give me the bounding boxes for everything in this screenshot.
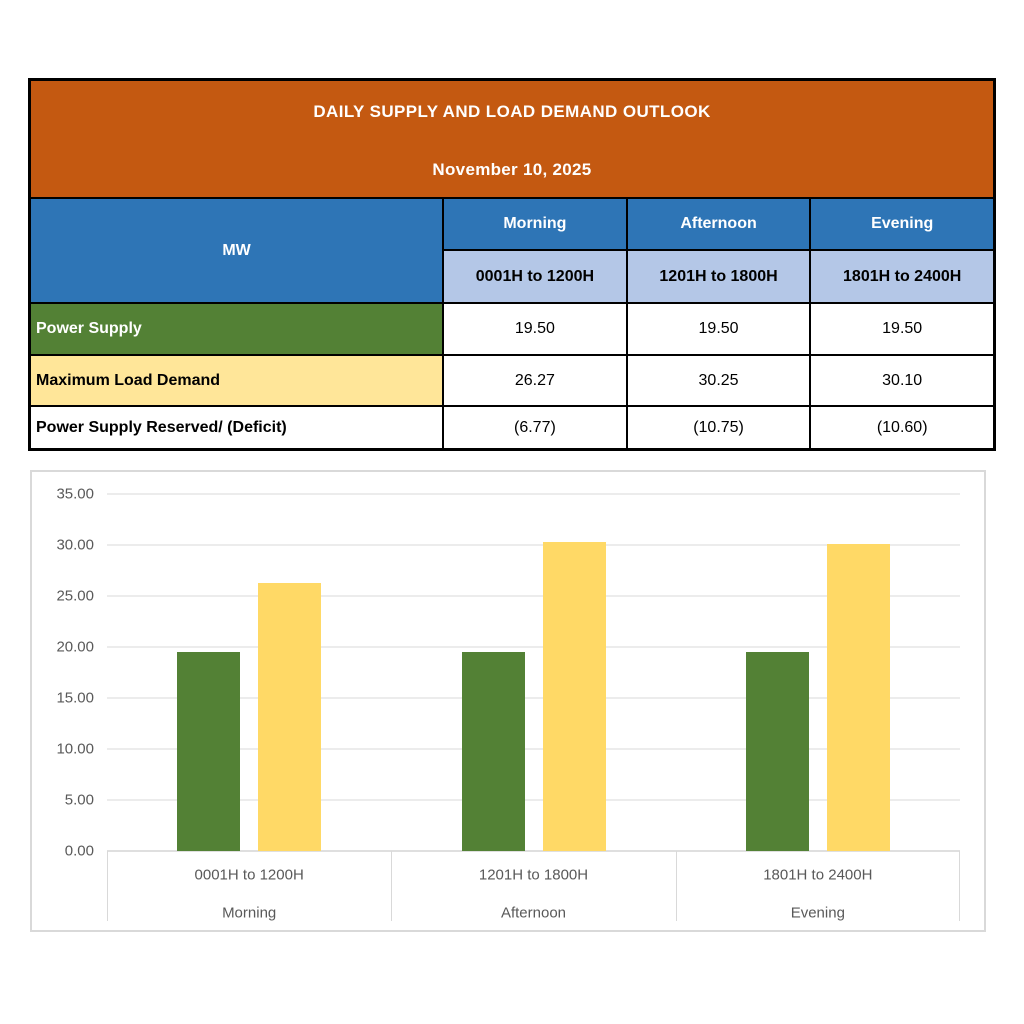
period-hours-afternoon: 1201H to 1800H: [627, 251, 810, 302]
unit-header-cell: MW: [31, 199, 443, 302]
y-tick-label: 0.00: [64, 842, 94, 860]
row-label-power-supply: Power Supply: [31, 304, 443, 354]
value-demand-morning: 26.27: [444, 356, 626, 405]
value-supply-afternoon: 19.50: [627, 304, 810, 354]
x-axis-line: [107, 850, 960, 852]
category-name-label: Evening: [790, 904, 845, 922]
value-supply-morning: 19.50: [444, 304, 626, 354]
category-name-label: Morning: [222, 904, 277, 922]
category-cell: 1801H to 2400H Evening: [676, 851, 960, 930]
bar-power-supply: [745, 652, 809, 851]
period-name-evening: Evening: [811, 199, 993, 249]
gridline: [107, 697, 960, 699]
value-demand-afternoon: 30.25: [627, 356, 810, 405]
report-date: November 10, 2025: [432, 160, 592, 179]
period-name-morning: Morning: [444, 199, 626, 249]
value-reserve-morning: (6.77): [444, 407, 626, 448]
category-hours-label: 0001H to 1200H: [194, 866, 304, 884]
gridline: [107, 493, 960, 495]
category-separator: [675, 851, 677, 921]
report-title: DAILY SUPPLY AND LOAD DEMAND OUTLOOK: [313, 102, 711, 121]
bar-power-supply: [461, 652, 525, 851]
x-axis-band: 0001H to 1200H Morning 1201H to 1800H After…: [107, 851, 960, 930]
gridline: [107, 646, 960, 648]
category-separator: [391, 851, 393, 921]
supply-demand-table: DAILY SUPPLY AND LOAD DEMAND OUTLOOK Nov…: [28, 78, 996, 451]
period-hours-evening: 1801H to 2400H: [811, 251, 993, 302]
row-label-reserve-deficit: Power Supply Reserved/ (Deficit): [31, 407, 443, 448]
y-tick-label: 10.00: [56, 740, 94, 758]
period-name-afternoon: Afternoon: [627, 199, 810, 249]
value-supply-evening: 19.50: [811, 304, 993, 354]
category-separator: [107, 851, 108, 921]
category-cell: 0001H to 1200H Morning: [107, 851, 391, 930]
row-label-max-load-demand: Maximum Load Demand: [31, 356, 443, 405]
y-tick-label: 35.00: [56, 485, 94, 503]
supply-demand-bar-chart: 0.00 5.00 10.00 15.00 20.00 25.00 30.00 35.00 0…: [30, 470, 986, 932]
table-header-banner: DAILY SUPPLY AND LOAD DEMAND OUTLOOK Nov…: [31, 81, 993, 197]
value-demand-evening: 30.10: [811, 356, 993, 405]
plot-area: [107, 493, 960, 852]
bar-power-supply: [177, 652, 241, 851]
gridline: [107, 595, 960, 597]
period-hours-morning: 0001H to 1200H: [444, 251, 626, 302]
gridline: [107, 748, 960, 750]
y-tick-label: 25.00: [56, 587, 94, 605]
category-separator: [959, 851, 960, 921]
category-hours-label: 1801H to 2400H: [763, 866, 873, 884]
gridline: [107, 544, 960, 546]
category-hours-label: 1201H to 1800H: [478, 866, 589, 884]
category-name-label: Afternoon: [500, 904, 567, 922]
value-reserve-afternoon: (10.75): [627, 407, 810, 448]
gridline: [107, 799, 960, 801]
y-tick-label: 15.00: [56, 689, 94, 707]
value-reserve-evening: (10.60): [811, 407, 993, 448]
bar-maximum-load-demand: [258, 583, 322, 851]
y-axis: 0.00 5.00 10.00 15.00 20.00 25.00 30.00 35.00: [32, 486, 94, 860]
y-tick-label: 30.00: [56, 536, 94, 554]
bar-maximum-load-demand: [826, 543, 890, 851]
y-tick-label: 5.00: [64, 791, 94, 809]
bar-maximum-load-demand: [542, 542, 606, 851]
y-tick-label: 20.00: [56, 638, 94, 656]
category-cell: 1201H to 1800H Afternoon: [391, 851, 675, 930]
